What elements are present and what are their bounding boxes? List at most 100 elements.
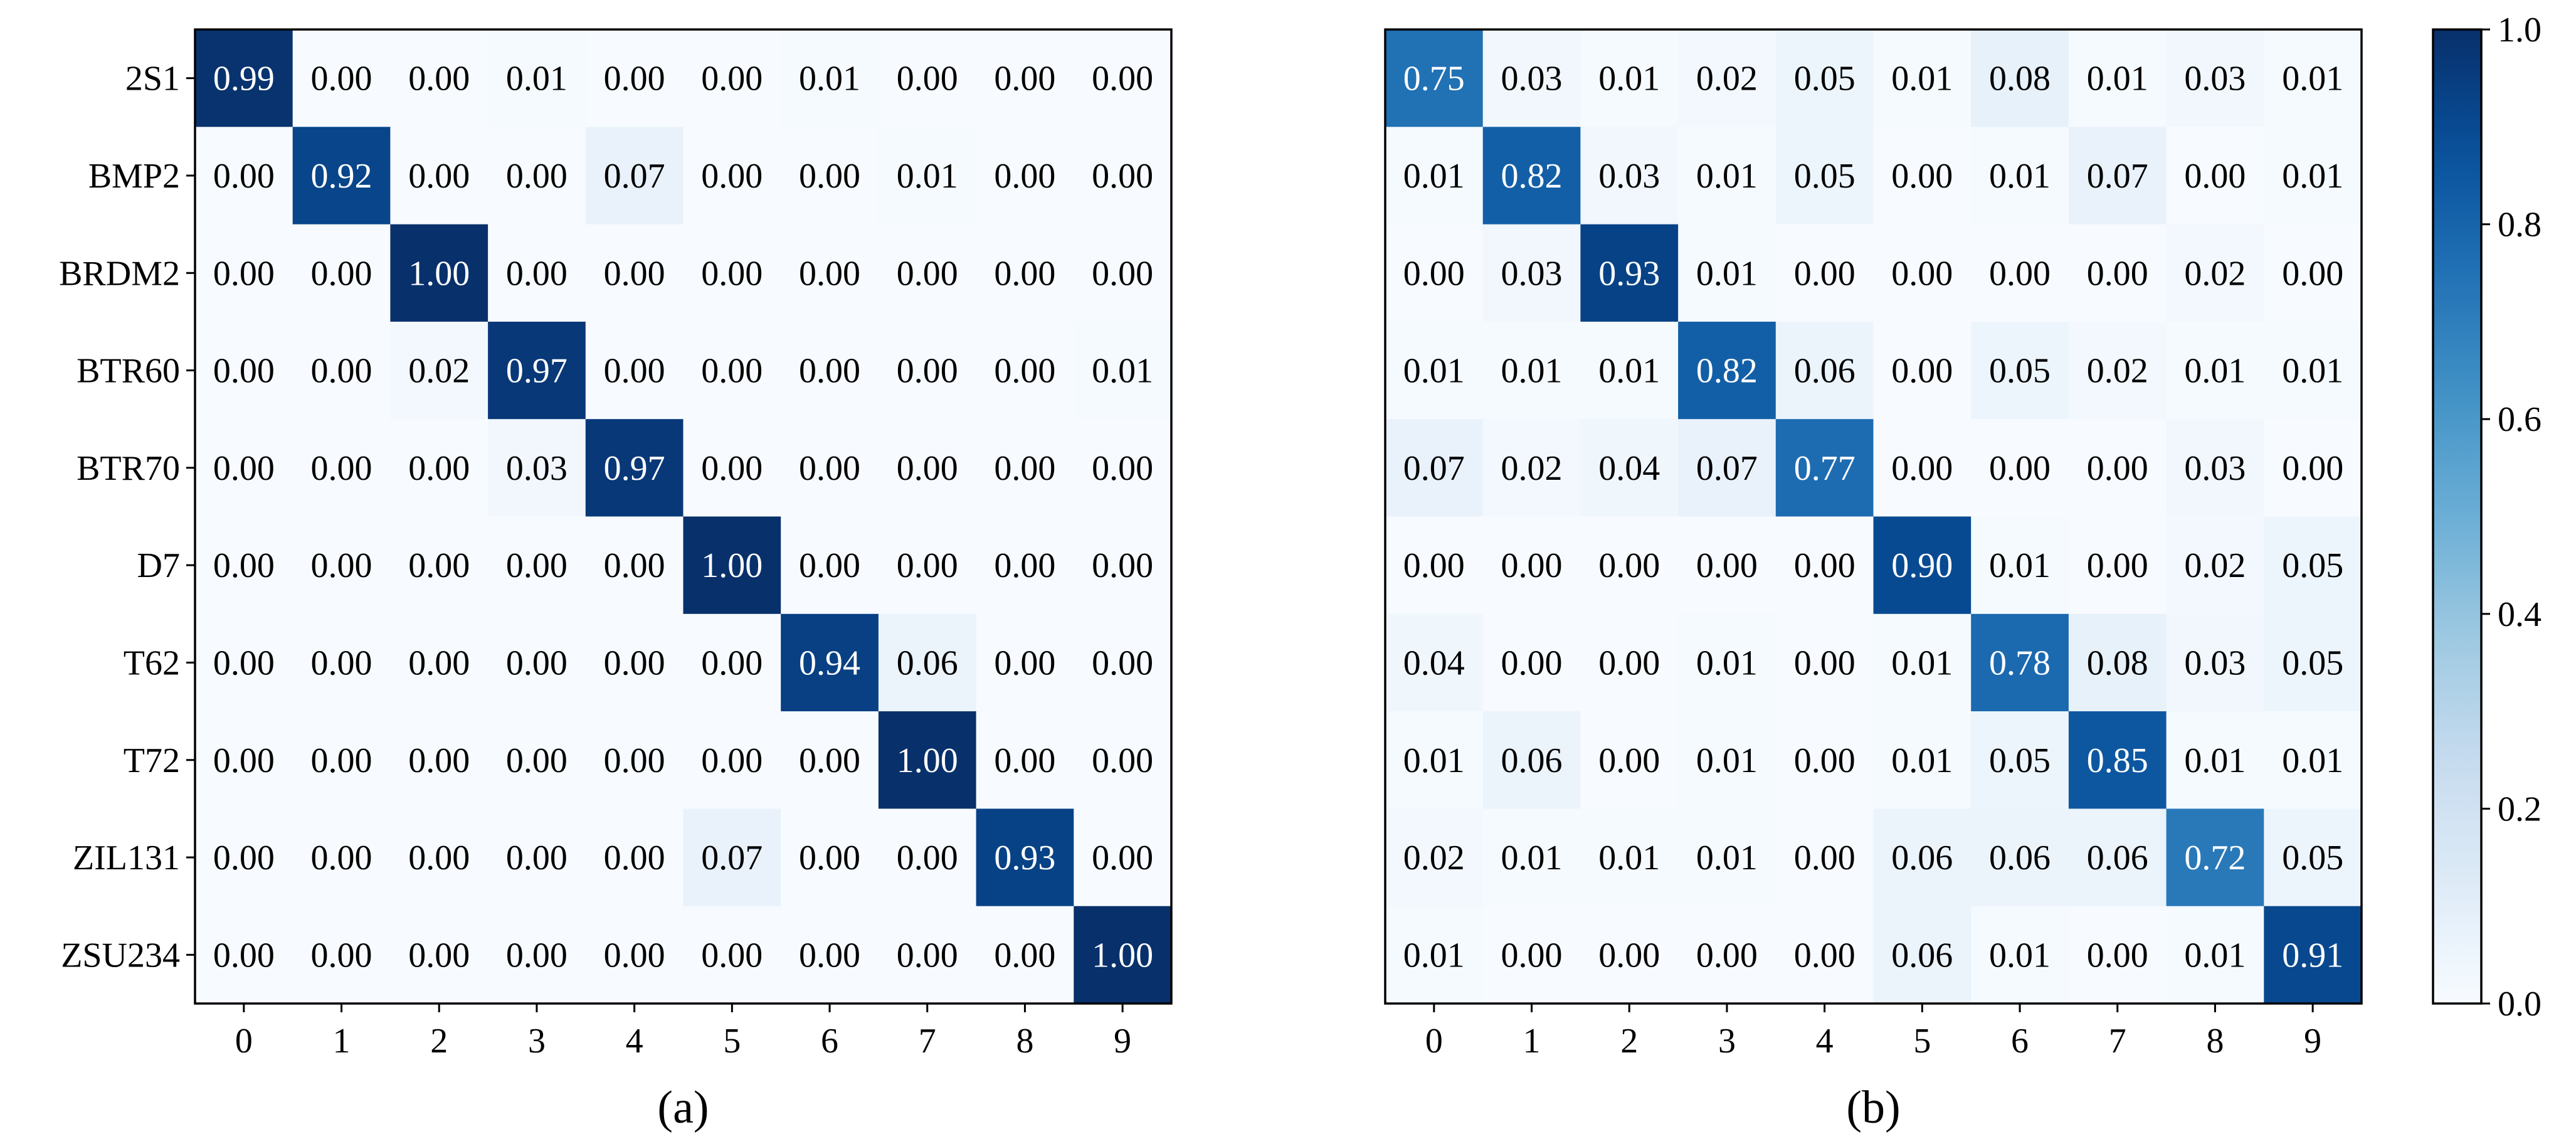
cell-label-b-r6-c4: 0.00 xyxy=(1794,644,1855,683)
y-tick-label-a-9: ZSU234 xyxy=(61,936,180,975)
cell-label-a-r8-c8: 0.93 xyxy=(994,839,1055,877)
cell-a-r8-c5 xyxy=(683,808,781,907)
cell-label-b-r6-c8: 0.03 xyxy=(2184,644,2246,683)
cell-label-b-r2-c9: 0.00 xyxy=(2282,254,2343,293)
cell-label-a-r6-c9: 0.00 xyxy=(1092,644,1153,683)
cell-label-b-r4-c7: 0.00 xyxy=(2087,449,2148,488)
cell-b-r3-c4 xyxy=(1775,321,1874,420)
cell-label-a-r1-c7: 0.01 xyxy=(897,157,958,196)
cell-a-r7-c9 xyxy=(1074,711,1172,809)
cell-label-a-r2-c0: 0.00 xyxy=(213,254,275,293)
cell-a-r6-c2 xyxy=(390,613,488,712)
cell-label-b-r0-c7: 0.01 xyxy=(2087,60,2148,98)
cell-b-r3-c0 xyxy=(1385,321,1484,420)
y-tick-label-a-3: BTR60 xyxy=(77,352,180,391)
cell-label-b-r2-c1: 0.03 xyxy=(1501,254,1563,293)
cell-label-a-r5-c0: 0.00 xyxy=(213,546,275,585)
cell-b-r9-c9 xyxy=(2264,906,2362,1004)
cell-a-r1-c9 xyxy=(1074,127,1172,225)
x-tick-label-b-0: 0 xyxy=(1425,1022,1443,1061)
cell-b-r2-c8 xyxy=(2166,224,2264,322)
cell-label-b-r9-c2: 0.00 xyxy=(1598,936,1660,975)
cell-b-r6-c7 xyxy=(2068,613,2167,712)
cell-label-a-r0-c8: 0.00 xyxy=(994,60,1055,98)
cell-label-b-r5-c0: 0.00 xyxy=(1403,546,1465,585)
cell-b-r2-c1 xyxy=(1482,224,1581,322)
cell-b-r5-c7 xyxy=(2068,516,2167,615)
x-tick-label-a-2: 2 xyxy=(430,1022,448,1061)
cell-label-a-r2-c2: 1.00 xyxy=(408,254,470,293)
cell-label-b-r3-c2: 0.01 xyxy=(1598,352,1660,391)
cell-b-r9-c2 xyxy=(1580,906,1679,1004)
cell-label-b-r3-c7: 0.02 xyxy=(2087,352,2148,391)
caption-a: (a) xyxy=(657,1082,709,1133)
cell-b-r1-c7 xyxy=(2068,127,2167,225)
cell-label-a-r8-c0: 0.00 xyxy=(213,839,275,877)
cell-a-r5-c8 xyxy=(976,516,1074,615)
cell-label-a-r8-c7: 0.00 xyxy=(897,839,958,877)
cell-a-r2-c5 xyxy=(683,224,781,322)
x-tick-label-b-3: 3 xyxy=(1718,1022,1736,1061)
cell-b-r2-c4 xyxy=(1775,224,1874,322)
cell-label-b-r8-c0: 0.02 xyxy=(1403,839,1465,877)
cell-b-r4-c9 xyxy=(2264,419,2362,517)
cell-label-a-r7-c5: 0.00 xyxy=(701,741,763,780)
x-tick-label-b-8: 8 xyxy=(2206,1022,2224,1061)
cell-a-r6-c4 xyxy=(585,613,684,712)
y-tick-label-a-8: ZIL131 xyxy=(73,839,180,877)
y-tick-label-a-6: T62 xyxy=(124,644,180,682)
cell-a-r5-c6 xyxy=(781,516,879,615)
cell-label-b-r6-c0: 0.04 xyxy=(1403,644,1465,683)
cell-a-r9-c6 xyxy=(781,906,879,1004)
cell-a-r6-c1 xyxy=(292,613,391,712)
panel-b: 0.75 0.03 0.01 0.02 0.05 0.01 0.08 0.01 0.03 0.01… xyxy=(1384,28,2363,1133)
x-tick-label-a-4: 4 xyxy=(626,1022,643,1061)
cell-label-a-r5-c1: 0.00 xyxy=(311,546,372,585)
y-tick-label-a-0: 2S1 xyxy=(125,60,180,98)
cell-label-b-r1-c1: 0.82 xyxy=(1501,157,1563,196)
cell-label-b-r4-c1: 0.02 xyxy=(1501,449,1563,488)
cell-label-b-r5-c4: 0.00 xyxy=(1794,546,1855,585)
cell-label-a-r2-c3: 0.00 xyxy=(506,254,567,293)
cell-label-b-r5-c7: 0.00 xyxy=(2087,546,2148,585)
x-tick-label-b-2: 2 xyxy=(1620,1022,1638,1061)
cell-a-r5-c3 xyxy=(488,516,586,615)
cell-label-b-r1-c7: 0.07 xyxy=(2087,157,2148,196)
cell-label-b-r7-c3: 0.01 xyxy=(1696,741,1758,780)
cell-label-b-r7-c6: 0.05 xyxy=(1989,741,2051,780)
cell-b-r6-c6 xyxy=(1971,613,2069,712)
cell-a-r5-c7 xyxy=(878,516,977,615)
cell-a-r8-c2 xyxy=(390,808,488,907)
cell-label-a-r9-c3: 0.00 xyxy=(506,936,567,975)
cell-label-b-r3-c8: 0.01 xyxy=(2184,352,2246,391)
cell-label-b-r8-c7: 0.06 xyxy=(2087,839,2148,877)
cell-label-a-r8-c1: 0.00 xyxy=(311,839,372,877)
cell-label-b-r7-c0: 0.01 xyxy=(1403,741,1465,780)
cell-b-r4-c8 xyxy=(2166,419,2264,517)
x-tick-label-a-1: 1 xyxy=(333,1022,351,1061)
x-tick-label-a-6: 6 xyxy=(821,1022,838,1061)
cell-label-a-r8-c2: 0.00 xyxy=(408,839,470,877)
cell-a-r4-c3 xyxy=(488,419,586,517)
cell-a-r1-c5 xyxy=(683,127,781,225)
x-tick-label-b-9: 9 xyxy=(2304,1022,2321,1061)
cell-label-a-r0-c0: 0.99 xyxy=(213,60,275,98)
cell-label-b-r2-c8: 0.02 xyxy=(2184,254,2246,293)
cell-label-b-r2-c0: 0.00 xyxy=(1403,254,1465,293)
cell-label-b-r6-c9: 0.05 xyxy=(2282,644,2343,683)
cell-a-r7-c0 xyxy=(195,711,293,809)
cell-b-r8-c2 xyxy=(1580,808,1679,907)
cell-label-a-r8-c4: 0.00 xyxy=(604,839,665,877)
cell-label-b-r7-c4: 0.00 xyxy=(1794,741,1855,780)
cell-a-r5-c4 xyxy=(585,516,684,615)
cell-label-b-r0-c3: 0.02 xyxy=(1696,60,1758,98)
cell-b-r4-c4 xyxy=(1775,419,1874,517)
cell-label-b-r0-c6: 0.08 xyxy=(1989,60,2051,98)
cell-label-a-r0-c6: 0.01 xyxy=(799,60,860,98)
cell-b-r3-c1 xyxy=(1482,321,1581,420)
cell-label-a-r4-c1: 0.00 xyxy=(311,449,372,488)
cell-a-r8-c6 xyxy=(781,808,879,907)
cell-a-r8-c9 xyxy=(1074,808,1172,907)
cell-a-r1-c3 xyxy=(488,127,586,225)
